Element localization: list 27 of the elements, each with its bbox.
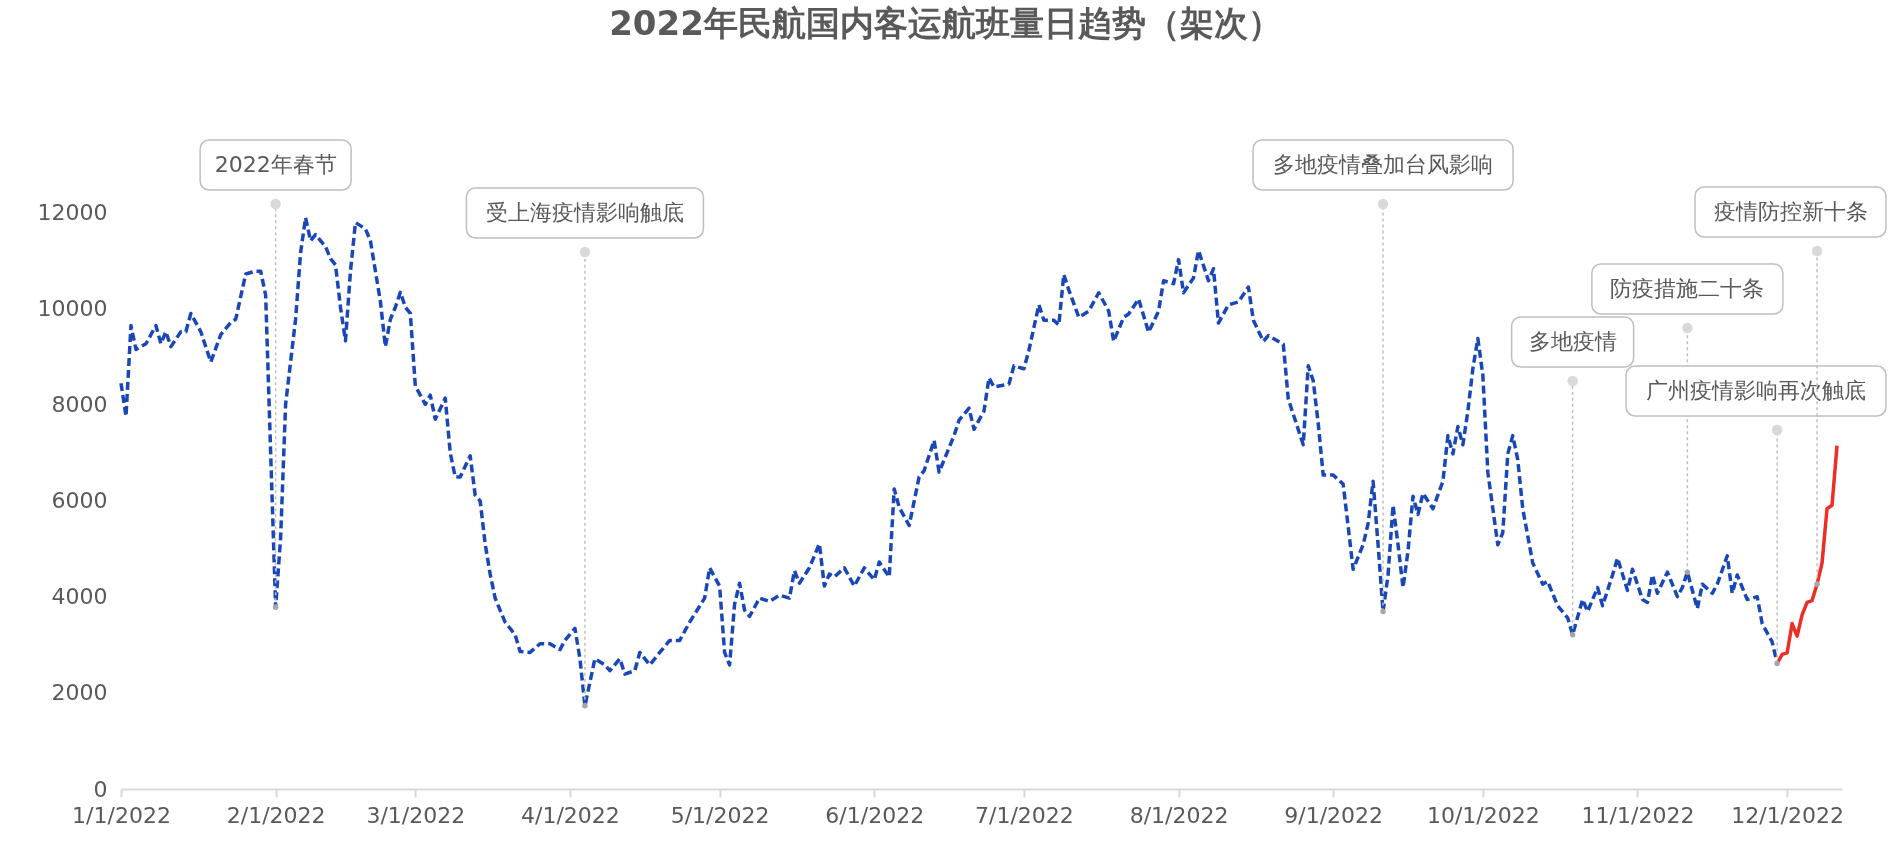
x-tick-label: 1/1/2022 bbox=[72, 802, 171, 828]
annotation: 疫情防控新十条 bbox=[1713, 199, 1868, 224]
annotation: 广州疫情影响再次触底 bbox=[1646, 378, 1866, 403]
annotation: 防疫措施二十条 bbox=[1610, 276, 1765, 301]
y-tick-label: 4000 bbox=[51, 584, 108, 610]
x-tick-label: 8/1/2022 bbox=[1129, 802, 1229, 828]
annotation: 多地疫情叠加台风影响 bbox=[1273, 152, 1494, 177]
y-tick-label: 2000 bbox=[51, 680, 108, 706]
x-tick-label: 5/1/2022 bbox=[670, 802, 770, 828]
x-tick-label: 11/1/2022 bbox=[1581, 802, 1695, 828]
y-tick-label: 10000 bbox=[37, 295, 108, 321]
y-tick-label: 6000 bbox=[51, 488, 108, 513]
x-tick-label: 7/1/2022 bbox=[975, 802, 1074, 828]
x-tick-label: 12/1/2022 bbox=[1731, 802, 1845, 828]
y-tick-label: 0 bbox=[93, 776, 108, 802]
y-tick-label: 12000 bbox=[37, 199, 108, 225]
annotation: 多地疫情 bbox=[1528, 329, 1617, 354]
x-tick-label: 6/1/2022 bbox=[825, 802, 925, 828]
x-tick-label: 4/1/2022 bbox=[521, 802, 620, 828]
annotation: 2022年春节 bbox=[214, 152, 337, 177]
x-tick-label: 3/1/2022 bbox=[366, 802, 466, 828]
x-tick-label: 10/1/2022 bbox=[1426, 802, 1540, 828]
x-tick-label: 2/1/2022 bbox=[226, 802, 326, 828]
y-tick-label: 8000 bbox=[51, 391, 108, 417]
annotation: 受上海疫情影响触底 bbox=[485, 200, 684, 225]
x-tick-label: 9/1/2022 bbox=[1284, 802, 1384, 828]
chart-title: 2022年民航国内客运航班量日趋势（架次） bbox=[609, 3, 1282, 43]
